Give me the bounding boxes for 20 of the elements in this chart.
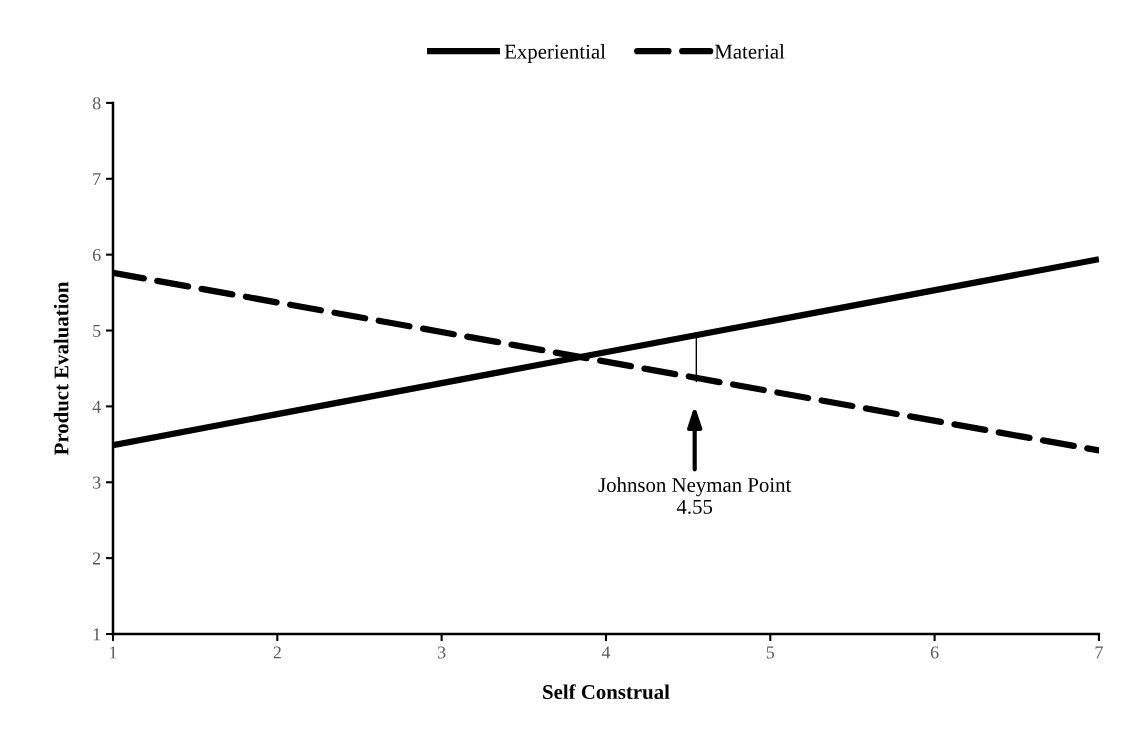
y-tick-label: 5 (93, 324, 101, 337)
y-tick-label: 8 (92, 97, 101, 110)
x-tick-label: 4 (601, 646, 611, 659)
legend-label: Material (714, 44, 785, 59)
x-tick-label: 5 (766, 646, 775, 659)
y-tick-label: 2 (92, 552, 101, 565)
x-axis-title: Self Construal (543, 684, 670, 700)
x-tick-label: 2 (273, 646, 281, 659)
x-tick-label: 7 (1095, 646, 1103, 659)
legend-label: Experiential (504, 44, 606, 63)
y-axis-title: Product Evaluation (53, 281, 69, 456)
x-tick-label: 6 (930, 646, 939, 659)
y-tick-label: 7 (93, 173, 101, 186)
x-tick-label: 3 (437, 646, 446, 659)
y-tick-label: 3 (93, 476, 101, 489)
y-tick-label: 6 (92, 248, 101, 262)
x-tick-label: 1 (110, 646, 117, 659)
y-tick-label: 4 (92, 400, 101, 413)
annotation: Johnson Neyman Point 4.55 (598, 477, 792, 514)
y-tick-label: 1 (93, 628, 101, 641)
